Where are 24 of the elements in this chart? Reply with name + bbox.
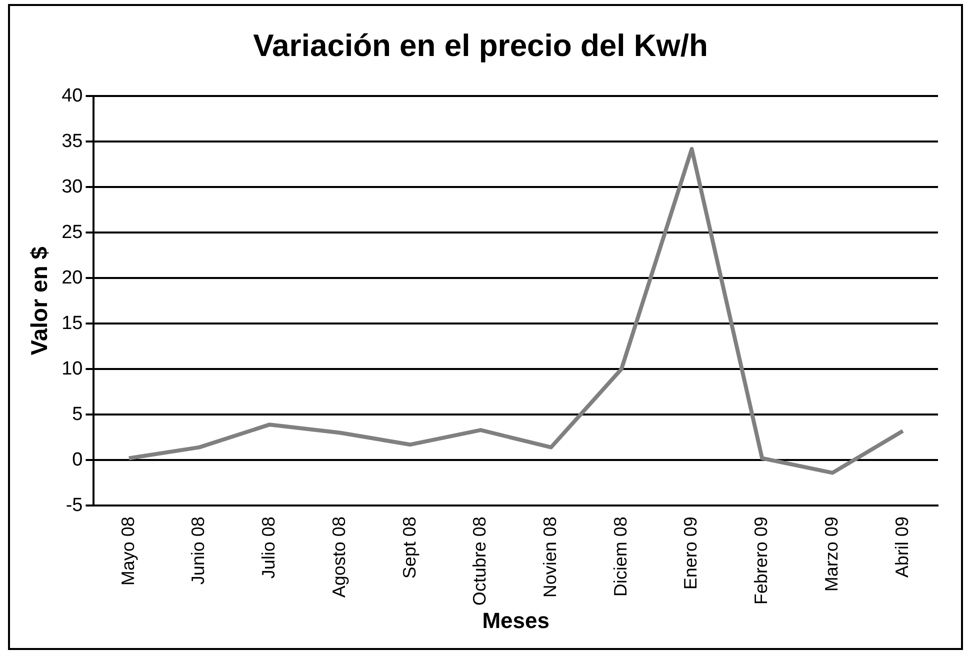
x-tick-label: Sept 08 xyxy=(399,516,420,579)
y-axis-title: Valor en $ xyxy=(26,246,52,356)
y-tick-label: 20 xyxy=(62,267,83,288)
y-tick-label: 15 xyxy=(62,312,83,334)
x-tick-label: Abril 09 xyxy=(892,516,912,578)
y-tick-label: -5 xyxy=(66,494,83,516)
y-tick-label: 5 xyxy=(72,404,83,425)
x-tick-label: Junio 08 xyxy=(188,516,208,585)
chart-title: Variación en el precio del Kw/h xyxy=(253,28,708,64)
x-tick-label: Diciem 08 xyxy=(610,516,630,597)
x-tick-label: Novien 08 xyxy=(540,516,560,598)
x-tick-label: Julio 08 xyxy=(258,516,279,579)
x-tick-label: Enero 09 xyxy=(680,516,701,590)
y-tick-label: 40 xyxy=(62,85,83,106)
y-tick-label: 30 xyxy=(62,176,83,198)
x-tick-label: Marzo 09 xyxy=(821,516,842,592)
y-tick-label: 0 xyxy=(72,449,83,470)
x-tick-label: Mayo 08 xyxy=(118,516,138,586)
x-tick-label: Agosto 08 xyxy=(328,516,349,598)
y-tick-label: 25 xyxy=(62,222,83,243)
y-tick-label: 35 xyxy=(62,130,83,152)
y-tick-label: 10 xyxy=(62,358,83,380)
x-tick-label: Febrero 09 xyxy=(751,516,772,605)
x-tick-label: Octubre 08 xyxy=(470,516,490,606)
